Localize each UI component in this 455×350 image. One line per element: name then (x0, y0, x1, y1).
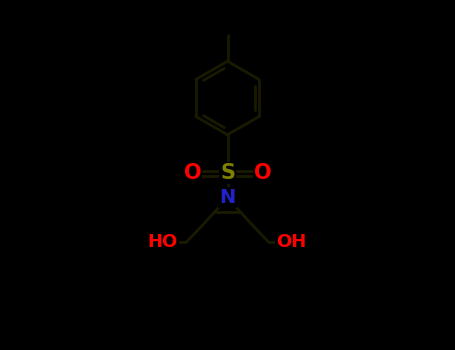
Text: S: S (220, 163, 235, 183)
Text: O: O (254, 163, 271, 183)
Text: HO: HO (147, 233, 178, 251)
Text: N: N (219, 188, 236, 207)
Text: O: O (184, 163, 201, 183)
Text: OH: OH (276, 233, 306, 251)
